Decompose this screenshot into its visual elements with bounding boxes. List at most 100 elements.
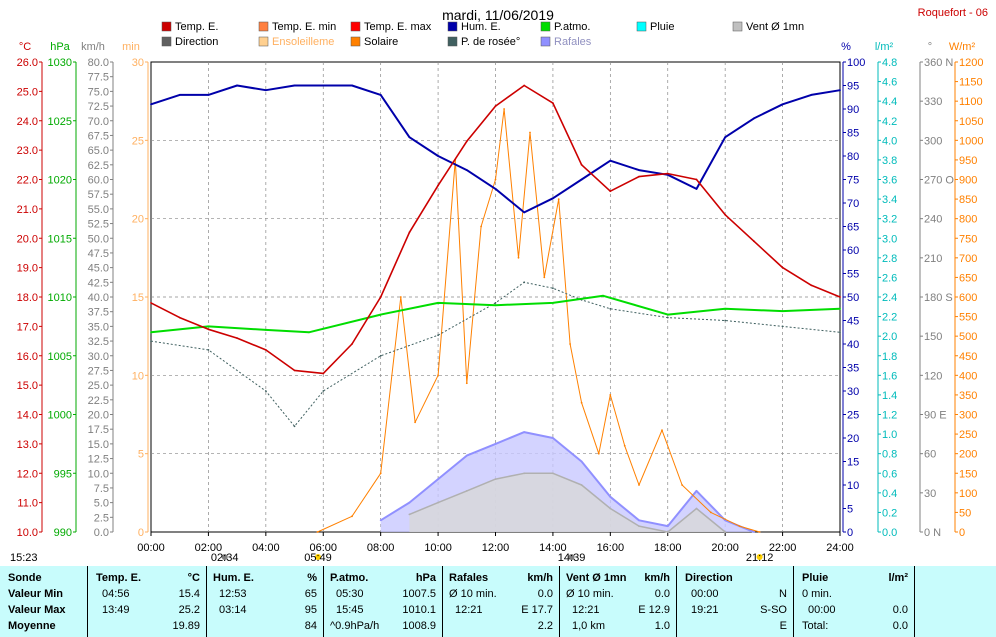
tick-label-solar: 50 — [959, 507, 971, 519]
tick-label-press: 1010 — [48, 292, 72, 304]
data-point — [494, 443, 497, 445]
data-point — [503, 108, 505, 110]
unit-rain: l/m² — [875, 41, 894, 53]
tick-label-rain: 2.8 — [882, 253, 897, 265]
tick-label-dir: 30 — [924, 488, 936, 500]
data-point — [695, 507, 698, 510]
stats-temp-max-time: 13:49 — [102, 604, 130, 616]
data-point — [681, 484, 683, 486]
stats-rain: Pluie l/m² 0 min. 00:00 0.0 Total: 0.0 — [793, 566, 915, 637]
tick-label-wind: 2.5 — [94, 512, 109, 524]
series-layer — [150, 84, 841, 533]
tick-label-press: 1005 — [48, 351, 72, 363]
stats-hum-max-time: 03:14 — [219, 604, 247, 616]
data-point — [379, 313, 382, 316]
data-point — [552, 287, 554, 290]
data-point — [437, 302, 439, 304]
stats-wind-run: 1,0 km — [572, 620, 606, 632]
tick-label-rain: 1.2 — [882, 410, 897, 422]
legend-label: Rafales — [554, 36, 592, 48]
data-point — [408, 231, 411, 234]
tick-label-hum: 50 — [847, 292, 859, 304]
legend-label: P. de rosée° — [461, 36, 520, 48]
marker-moonset — [221, 554, 228, 560]
legend-swatch — [258, 36, 269, 47]
tick-label-solar: 950 — [959, 155, 977, 167]
data-point — [724, 213, 727, 216]
x-tick-label: 06:00 — [309, 542, 337, 554]
tick-label-min: 5 — [138, 449, 144, 461]
tick-label-solar: 900 — [959, 175, 977, 187]
tick-label-solar: 550 — [959, 312, 977, 324]
tick-label-rain: 2.6 — [882, 272, 897, 284]
tick-label-temp: 18.0 — [17, 292, 38, 304]
stats-rain-unit: l/m² — [888, 572, 908, 584]
tick-label-hum: 90 — [847, 104, 859, 116]
tick-label-wind: 17.5 — [88, 424, 109, 436]
stats-hum-min-time: 12:53 — [219, 588, 247, 600]
stats-press-title: P.atmo. — [330, 572, 369, 584]
data-point — [543, 276, 546, 279]
stats-gust-title: Rafales — [449, 572, 489, 584]
unit-press: hPa — [50, 41, 70, 53]
tick-label-rain: 3.6 — [882, 175, 897, 187]
stats-temp: Temp. E. °C 04:56 15.4 13:49 25.2 19.89 — [87, 566, 206, 637]
tick-label-rain: 0.4 — [882, 488, 897, 500]
tick-label-wind: 50.0 — [88, 233, 109, 245]
station-name: Roquefort - 06 — [918, 7, 988, 19]
tick-label-hum: 40 — [847, 339, 859, 351]
data-point — [379, 354, 382, 357]
tick-label-dir: 210 — [924, 253, 942, 265]
stats-dir: Direction 00:00 N 19:21 S-SO E — [676, 566, 793, 637]
tick-label-rain: 2.4 — [882, 292, 897, 304]
tick-label-temp: 26.0 — [17, 57, 38, 69]
stats-hum-max-val: 95 — [304, 604, 317, 616]
data-point — [638, 175, 640, 178]
tick-label-temp: 14.0 — [17, 410, 38, 422]
tick-label-dir: 0 N — [924, 527, 941, 539]
tick-label-temp: 10.0 — [17, 527, 38, 539]
stats-dir-min-val: N — [779, 588, 787, 600]
tick-label-temp: 13.0 — [17, 439, 38, 451]
stats-dir-avg-val: E — [779, 620, 787, 632]
stats-gust-max-val: E 17.7 — [521, 604, 553, 616]
data-point — [609, 159, 612, 162]
data-point — [724, 531, 727, 533]
tick-label-wind: 25.0 — [88, 380, 109, 392]
tick-label-rain: 3.8 — [882, 155, 897, 167]
stats-gust-min-time: Ø 10 min. — [449, 588, 497, 600]
tick-label-temp: 24.0 — [17, 116, 38, 128]
legend-label: Temp. E. — [175, 21, 218, 33]
data-point — [569, 343, 571, 345]
stats-hum-title: Hum. E. — [213, 572, 254, 584]
tick-label-temp: 22.0 — [17, 175, 38, 187]
tick-label-wind: 0.0 — [94, 527, 109, 539]
stats-press-max-val: 1010.1 — [402, 604, 436, 616]
data-point — [609, 507, 612, 510]
legend-label: Solaire — [364, 36, 398, 48]
data-point — [178, 316, 181, 319]
tick-label-wind: 75.0 — [88, 86, 109, 98]
data-point — [638, 169, 640, 172]
legend-label: Temp. E. min — [272, 21, 336, 33]
tick-label-rain: 1.8 — [882, 351, 897, 363]
tick-label-dir: 90 E — [924, 410, 947, 422]
data-point — [839, 296, 841, 298]
tick-label-hum: 20 — [847, 433, 859, 445]
data-point — [580, 460, 583, 463]
tick-label-dir: 150 — [924, 331, 942, 343]
tick-label-rain: 0.0 — [882, 527, 897, 539]
data-point — [379, 519, 382, 522]
stats-wind-unit: km/h — [644, 572, 670, 584]
tick-label-wind: 40.0 — [88, 292, 109, 304]
data-point — [437, 478, 439, 480]
stats-gust-unit: km/h — [527, 572, 553, 584]
tick-label-solar: 1050 — [959, 116, 983, 128]
tick-label-solar: 1150 — [959, 77, 983, 89]
data-point — [322, 84, 325, 87]
marker-sunrise — [314, 554, 321, 560]
legend-swatch — [350, 21, 361, 32]
tick-label-wind: 55.0 — [88, 204, 109, 216]
data-point — [264, 349, 267, 351]
tick-label-temp: 19.0 — [17, 263, 38, 275]
